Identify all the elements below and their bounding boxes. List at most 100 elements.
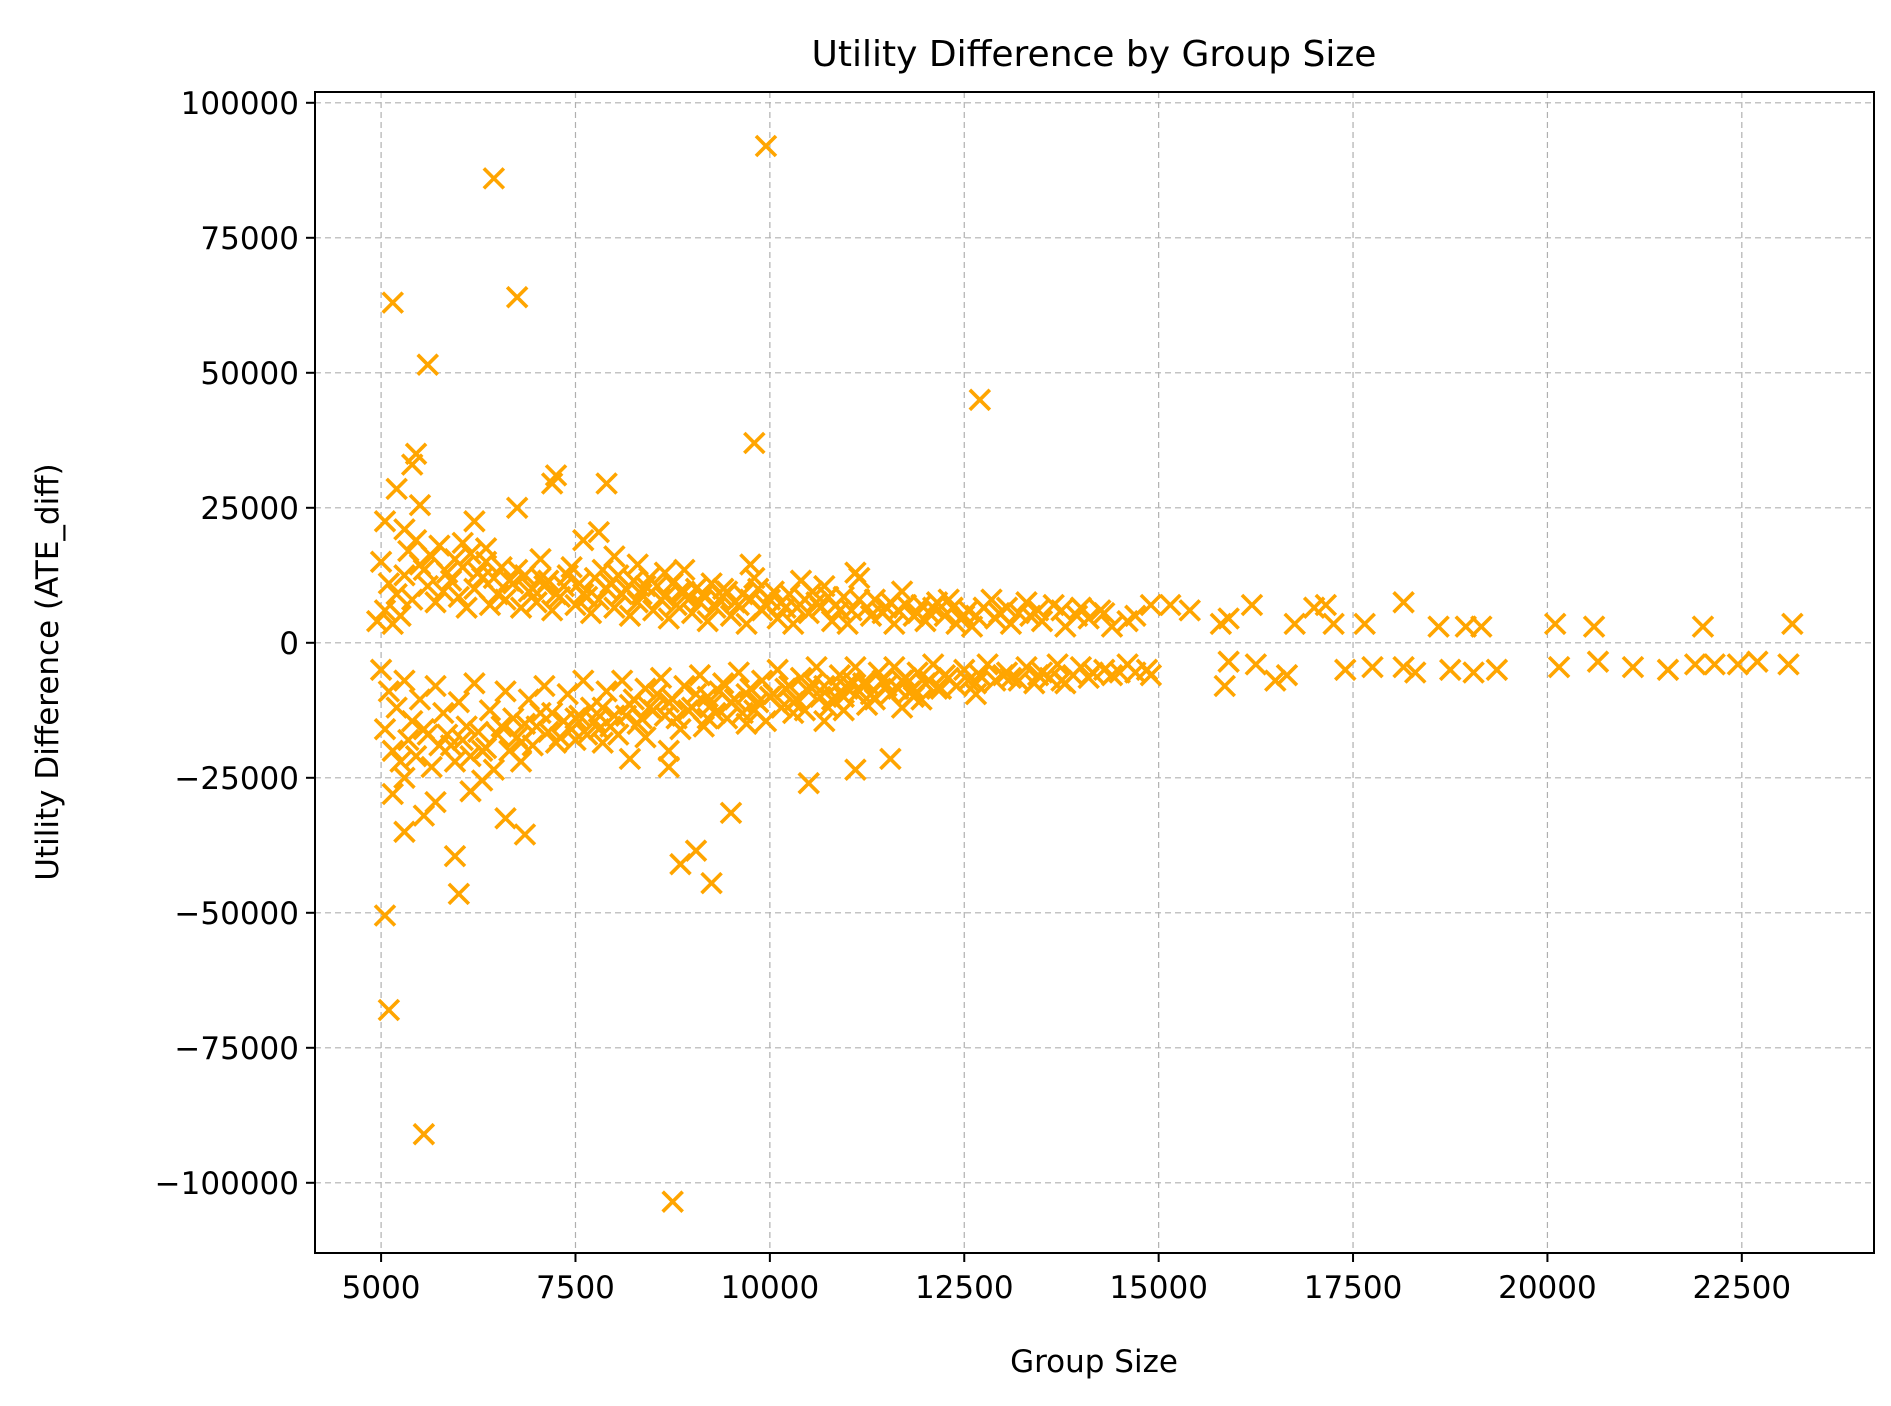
data-point — [863, 688, 887, 711]
data-point — [1077, 666, 1100, 690]
data-point — [743, 431, 766, 455]
data-point — [1781, 612, 1804, 636]
data-point — [999, 666, 1023, 690]
data-point — [700, 871, 723, 895]
data-point — [680, 601, 704, 625]
data-point — [416, 574, 440, 598]
data-point — [455, 596, 478, 619]
data-point — [1283, 612, 1306, 636]
data-point — [630, 582, 653, 606]
data-point — [824, 674, 848, 698]
data-point — [540, 472, 564, 495]
data-point — [1275, 663, 1299, 687]
data-point — [416, 353, 440, 376]
x-tick-label: 17500 — [1304, 1270, 1403, 1306]
plot-frame — [314, 91, 1875, 1254]
data-point — [447, 882, 471, 906]
data-point — [1703, 653, 1726, 676]
data-point — [925, 677, 949, 700]
data-point — [377, 998, 401, 1022]
data-point — [467, 561, 490, 584]
data-point — [377, 680, 401, 703]
data-point — [676, 588, 700, 611]
data-point — [575, 585, 599, 609]
data-point — [1046, 653, 1069, 676]
data-point — [1547, 655, 1571, 679]
data-point — [902, 677, 925, 700]
data-point — [482, 758, 506, 781]
data-point — [1683, 653, 1707, 676]
data-point — [801, 580, 824, 603]
data-point — [1726, 653, 1750, 676]
data-point — [739, 553, 762, 576]
data-point — [723, 688, 747, 711]
data-point — [956, 669, 980, 692]
data-point — [459, 542, 482, 565]
x-tick-label: 7500 — [536, 1270, 615, 1306]
y-tick-label: −25000 — [174, 761, 299, 797]
y-tick-label: −75000 — [174, 1031, 299, 1067]
data-point — [1392, 655, 1415, 679]
x-axis-label: Group Size — [1010, 1344, 1178, 1380]
data-point — [746, 690, 770, 714]
x-tick-label: 12500 — [915, 1270, 1014, 1306]
data-point — [968, 388, 992, 412]
data-point — [381, 782, 405, 806]
data-point — [385, 477, 408, 501]
data-point — [1050, 599, 1073, 622]
data-point — [719, 604, 743, 628]
x-tick-label: 5000 — [342, 1270, 421, 1306]
data-point — [1582, 615, 1606, 638]
data-point — [610, 669, 634, 692]
data-point — [778, 582, 801, 606]
data-point — [1656, 658, 1680, 682]
data-point — [579, 601, 603, 625]
data-point — [622, 688, 646, 711]
data-point — [459, 744, 482, 768]
data-point — [766, 658, 789, 682]
data-point — [1322, 612, 1345, 636]
data-point — [1470, 615, 1493, 638]
data-point — [809, 685, 832, 709]
data-point — [700, 572, 723, 595]
data-point — [801, 672, 824, 695]
data-point — [432, 580, 455, 603]
x-tick-label: 22500 — [1693, 1270, 1792, 1306]
data-point — [1065, 604, 1089, 628]
data-point — [739, 677, 762, 700]
y-tick-label: 50000 — [200, 356, 299, 392]
data-point — [568, 572, 591, 595]
data-point — [649, 666, 673, 690]
data-point — [369, 658, 393, 682]
data-point — [797, 601, 821, 625]
data-point — [1015, 655, 1038, 679]
data-point — [1100, 615, 1124, 638]
data-point — [618, 747, 642, 771]
data-point — [1543, 612, 1567, 636]
data-point — [533, 674, 556, 698]
data-point — [591, 696, 614, 719]
data-point — [478, 699, 502, 722]
data-point — [443, 750, 467, 773]
data-point — [762, 682, 786, 706]
data-point — [571, 528, 595, 552]
data-point — [1586, 650, 1610, 673]
data-point — [1139, 663, 1163, 687]
data-point — [708, 680, 731, 703]
data-point — [778, 674, 801, 698]
data-point — [451, 728, 475, 752]
data-point — [634, 726, 657, 749]
data-point — [684, 682, 708, 706]
data-point — [393, 669, 416, 692]
data-point — [575, 723, 599, 746]
data-point — [381, 739, 405, 763]
data-point — [727, 661, 751, 684]
data-point — [595, 680, 618, 703]
data-point — [478, 593, 502, 617]
data-point — [816, 696, 840, 719]
data-point — [964, 682, 988, 706]
data-point — [443, 844, 467, 868]
axis-ticks: 5000 7500 10000 12500 15000 17500 20000 22500 10… — [155, 86, 1791, 1306]
data-point — [1244, 653, 1268, 676]
